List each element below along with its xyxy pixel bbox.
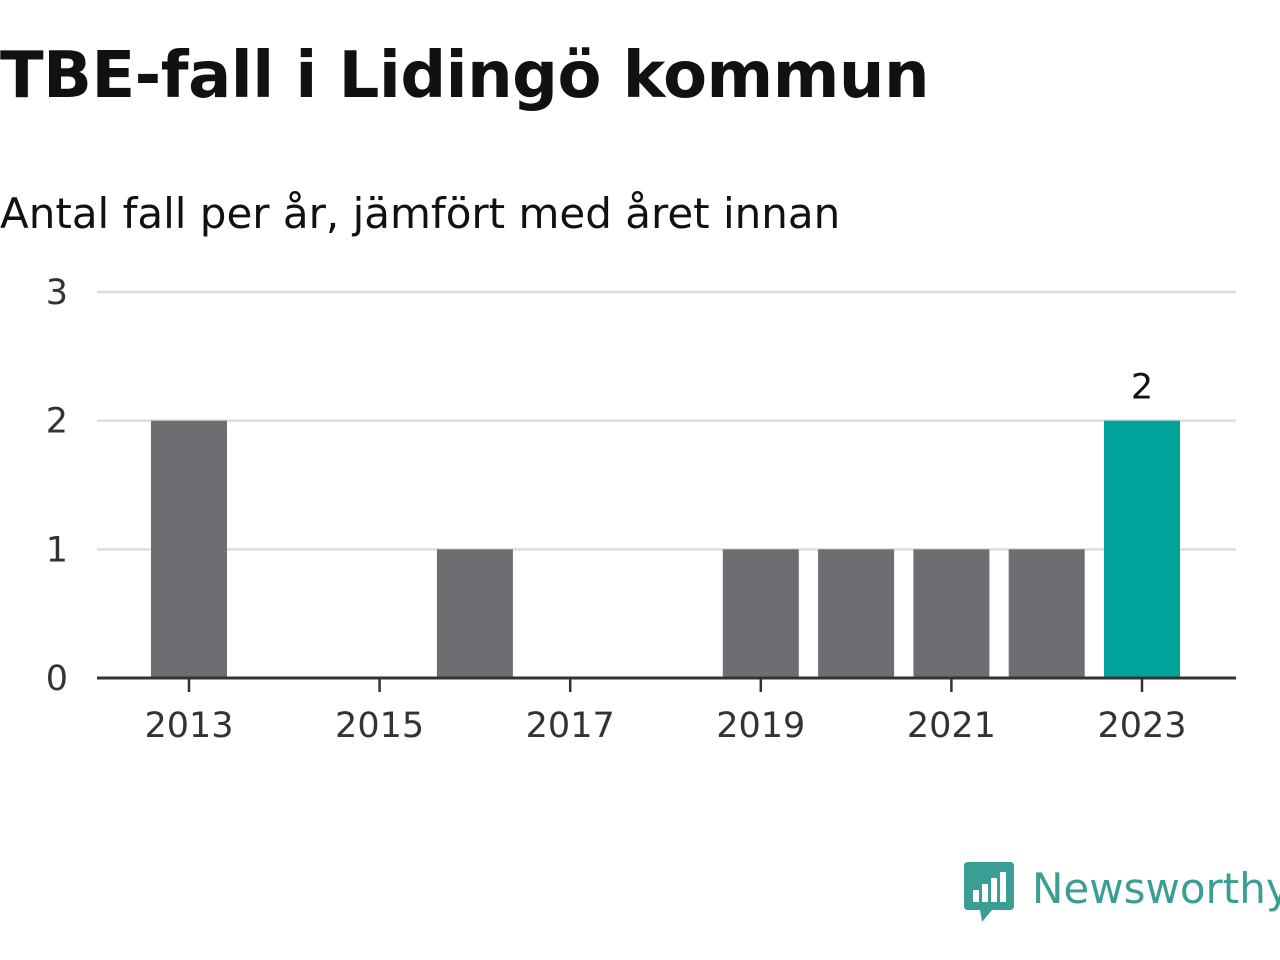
labels: 0 1 2 3 2013 2015 2017 2019 2021 2023 2 <box>46 273 1187 746</box>
brand-logo: Newsworthy <box>962 860 1280 926</box>
y-tick-label: 1 <box>46 530 68 570</box>
x-tick-label: 2017 <box>526 706 615 746</box>
x-tick-label: 2015 <box>335 706 424 746</box>
data-label: 2 <box>1131 368 1153 408</box>
bar-2019 <box>722 549 799 678</box>
bar-2020 <box>818 549 895 678</box>
x-tick-label: 2013 <box>144 706 233 746</box>
bars <box>151 420 1180 678</box>
x-axis <box>97 676 1236 692</box>
brand-name: Newsworthy <box>1032 864 1280 913</box>
bar-2023 <box>1104 420 1180 678</box>
newsworthy-logo-icon <box>964 862 1014 922</box>
bar-chart: 0 1 2 3 2013 2015 2017 2019 2021 2023 2 <box>46 273 1236 746</box>
bar-2021 <box>913 549 990 678</box>
bar-2022 <box>1008 549 1085 678</box>
x-tick-label: 2023 <box>1097 706 1186 746</box>
y-tick-label: 2 <box>46 402 68 442</box>
bar-2016 <box>436 549 513 678</box>
x-tick-label: 2019 <box>716 706 805 746</box>
x-tick-label: 2021 <box>907 706 996 746</box>
chart-title: TBE-fall i Lidingö kommun <box>0 39 930 113</box>
y-tick-label: 3 <box>46 273 68 313</box>
bar-2013 <box>151 420 227 678</box>
chart-subtitle: Antal fall per år, jämfört med året inna… <box>0 189 841 238</box>
y-tick-label: 0 <box>46 659 68 699</box>
gridlines <box>97 290 1236 551</box>
